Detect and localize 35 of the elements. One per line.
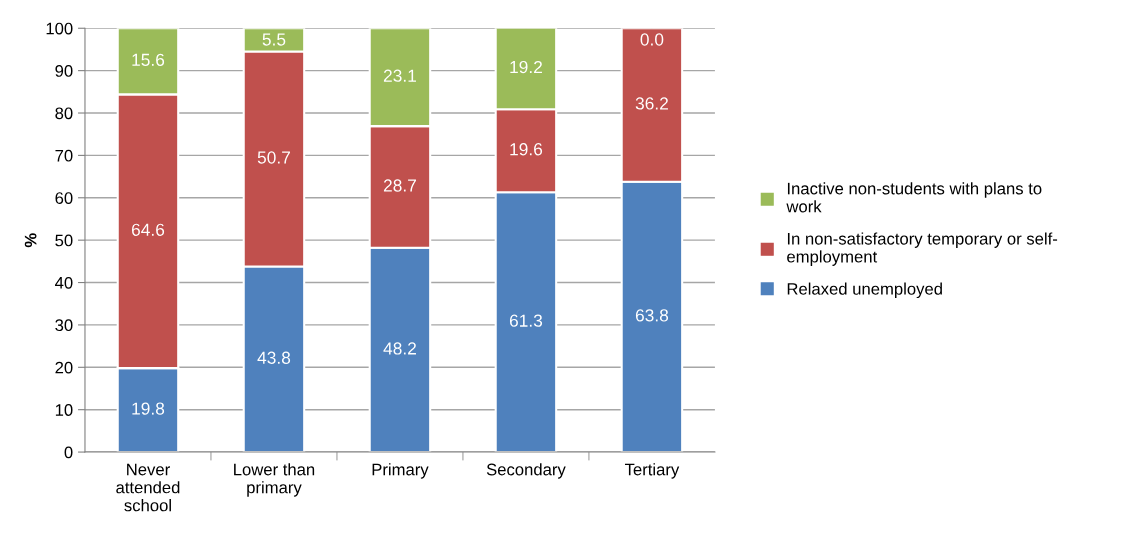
y-tick-label: 30	[55, 319, 73, 332]
x-tick-label: Tertiary	[624, 463, 680, 479]
y-tick-label: 100	[46, 22, 73, 35]
data-label: 64.6	[131, 223, 165, 236]
y-tick-label: 50	[55, 234, 73, 247]
y-tick-label: 80	[55, 107, 73, 120]
data-label: 43.8	[257, 351, 291, 364]
x-tick-label: Primary	[372, 463, 429, 479]
data-label: 63.8	[635, 309, 669, 322]
y-tick-label: 90	[55, 65, 73, 77]
x-tick-label: Never attended school	[116, 463, 180, 512]
legend-label: In non-satisfactory temporary or self- employment	[787, 232, 1058, 266]
data-label: 19.2	[510, 60, 542, 74]
legend-label: Relaxed unemployed	[787, 282, 942, 299]
data-label: 23.1	[383, 69, 416, 82]
y-tick-label: 0	[64, 446, 73, 459]
y-tick-label: 60	[55, 192, 73, 204]
data-label: 0.0	[640, 33, 664, 46]
data-label: 15.6	[132, 53, 165, 66]
y-tick-label: 20	[55, 361, 73, 374]
data-label: 5.5	[262, 33, 286, 46]
y-tick-label: 70	[55, 149, 73, 162]
legend-label: Inactive non-students with plans to work	[786, 182, 1042, 213]
x-tick-label: Secondary	[486, 463, 566, 479]
y-tick-label: 40	[55, 276, 73, 289]
data-label: 19.8	[132, 402, 165, 415]
y-axis-title: %	[24, 233, 37, 248]
data-label: 28.7	[383, 179, 416, 192]
data-label: 19.6	[510, 143, 543, 156]
data-label: 48.2	[383, 342, 416, 355]
data-label: 61.3	[509, 314, 543, 327]
x-tick-label: Lower than primary	[234, 463, 315, 497]
data-label: 50.7	[257, 151, 290, 164]
y-tick-label: 10	[55, 404, 73, 416]
data-label: 36.2	[635, 97, 668, 110]
